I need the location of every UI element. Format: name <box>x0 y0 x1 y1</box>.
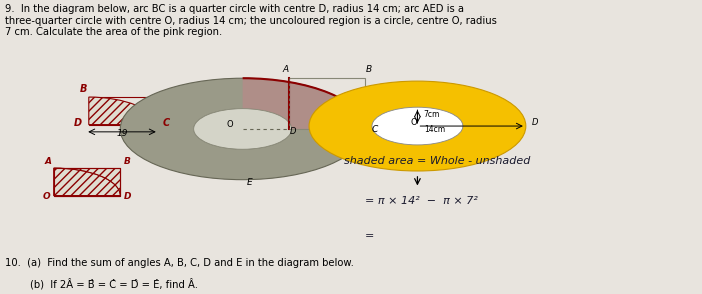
Text: O: O <box>227 121 233 129</box>
Text: C: C <box>372 125 378 134</box>
Text: A: A <box>283 66 289 74</box>
Text: D: D <box>124 191 131 201</box>
Text: E: E <box>246 178 253 188</box>
Text: =: = <box>365 231 374 241</box>
Text: 7cm: 7cm <box>423 110 439 118</box>
Text: 9.  In the diagram below, arc BC is a quarter circle with centre D, radius 14 cm: 9. In the diagram below, arc BC is a qua… <box>5 4 497 38</box>
Circle shape <box>309 81 526 171</box>
Circle shape <box>372 107 463 145</box>
Circle shape <box>194 109 291 149</box>
Text: D: D <box>531 118 538 127</box>
Polygon shape <box>54 168 120 196</box>
Text: shaded area = Whole - unshaded: shaded area = Whole - unshaded <box>344 156 531 166</box>
Text: 14cm: 14cm <box>425 126 446 134</box>
Text: D: D <box>289 127 296 136</box>
Text: O: O <box>411 118 417 127</box>
Text: D: D <box>74 118 82 128</box>
Wedge shape <box>243 78 365 129</box>
Wedge shape <box>54 168 120 196</box>
Circle shape <box>120 78 365 180</box>
Text: O: O <box>43 191 51 201</box>
Bar <box>88 97 155 125</box>
Wedge shape <box>88 97 155 125</box>
Text: = π × 14²  −  π × 7²: = π × 14² − π × 7² <box>365 196 478 206</box>
Text: C: C <box>162 118 169 128</box>
Text: B: B <box>79 84 87 94</box>
Bar <box>289 78 365 129</box>
Circle shape <box>194 109 291 149</box>
Text: 19: 19 <box>117 129 128 138</box>
Text: B: B <box>124 157 131 166</box>
Text: A: A <box>45 157 52 166</box>
Text: (b)  If 2Â = B̂ = Ĉ = D̂ = Ê, find Â.: (b) If 2Â = B̂ = Ĉ = D̂ = Ê, find Â. <box>5 278 198 290</box>
Text: 10.  (a)  Find the sum of angles A, B, C, D and E in the diagram below.: 10. (a) Find the sum of angles A, B, C, … <box>5 258 354 268</box>
Text: B: B <box>366 66 371 74</box>
